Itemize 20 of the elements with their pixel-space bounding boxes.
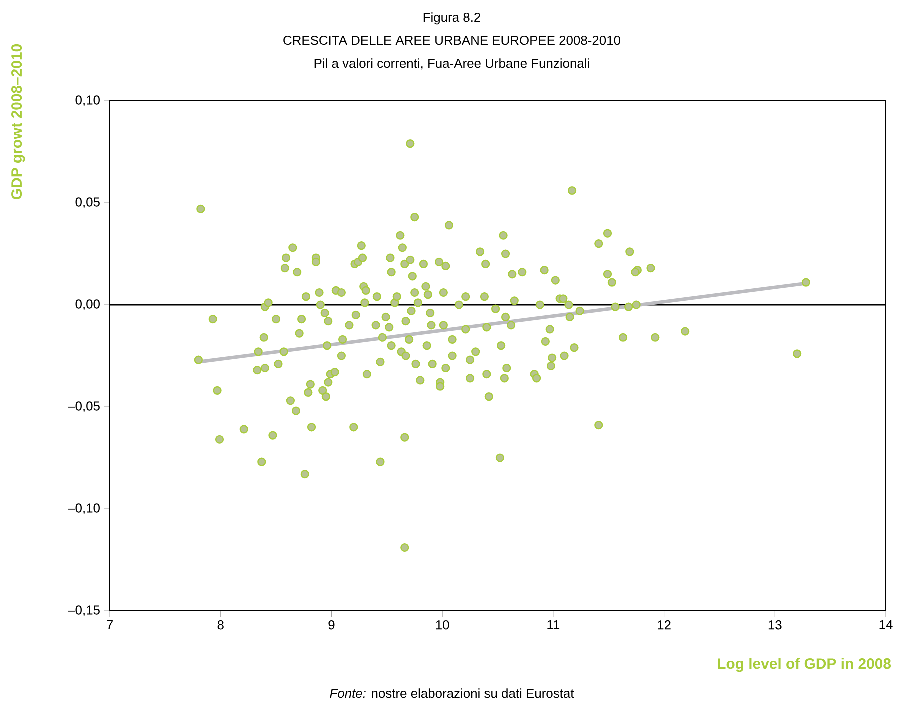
x-tick-label: 14 bbox=[880, 620, 893, 630]
x-tick-label: 8 bbox=[218, 620, 224, 630]
x-tick-label: 13 bbox=[768, 620, 782, 630]
x-tick-label: 11 bbox=[548, 620, 560, 630]
x-tick-label: 12 bbox=[658, 620, 671, 630]
x-axis-title: Log level of GDP in 2008 bbox=[718, 658, 892, 672]
y-tick-label: 0,05 bbox=[76, 198, 100, 208]
x-tick-label: 10 bbox=[436, 620, 450, 630]
y-tick-label: –0,05 bbox=[68, 402, 100, 412]
x-tick-label: 9 bbox=[328, 620, 335, 630]
y-tick-label: –0,10 bbox=[68, 504, 100, 514]
y-axis-title: GDP growt 2008–2010 bbox=[12, 44, 26, 200]
text: Figura 8.2 bbox=[424, 12, 480, 25]
y-tick-label: 0,00 bbox=[76, 300, 100, 310]
x-tick-label: 7 bbox=[107, 620, 113, 630]
chart-title: CRESCITA DELLE AREE URBANE EUROPEE 2008-2010 bbox=[284, 36, 620, 46]
y-tick-label: –0,15 bbox=[68, 606, 100, 616]
text: Fonte: nostre elaborazioni su dati Eurostat bbox=[330, 688, 574, 698]
y-tick-label: 0,10 bbox=[76, 96, 100, 106]
chart-subtitle: Pil a valori correnti, Fua-Aree Urbane Funzionali bbox=[314, 58, 590, 70]
